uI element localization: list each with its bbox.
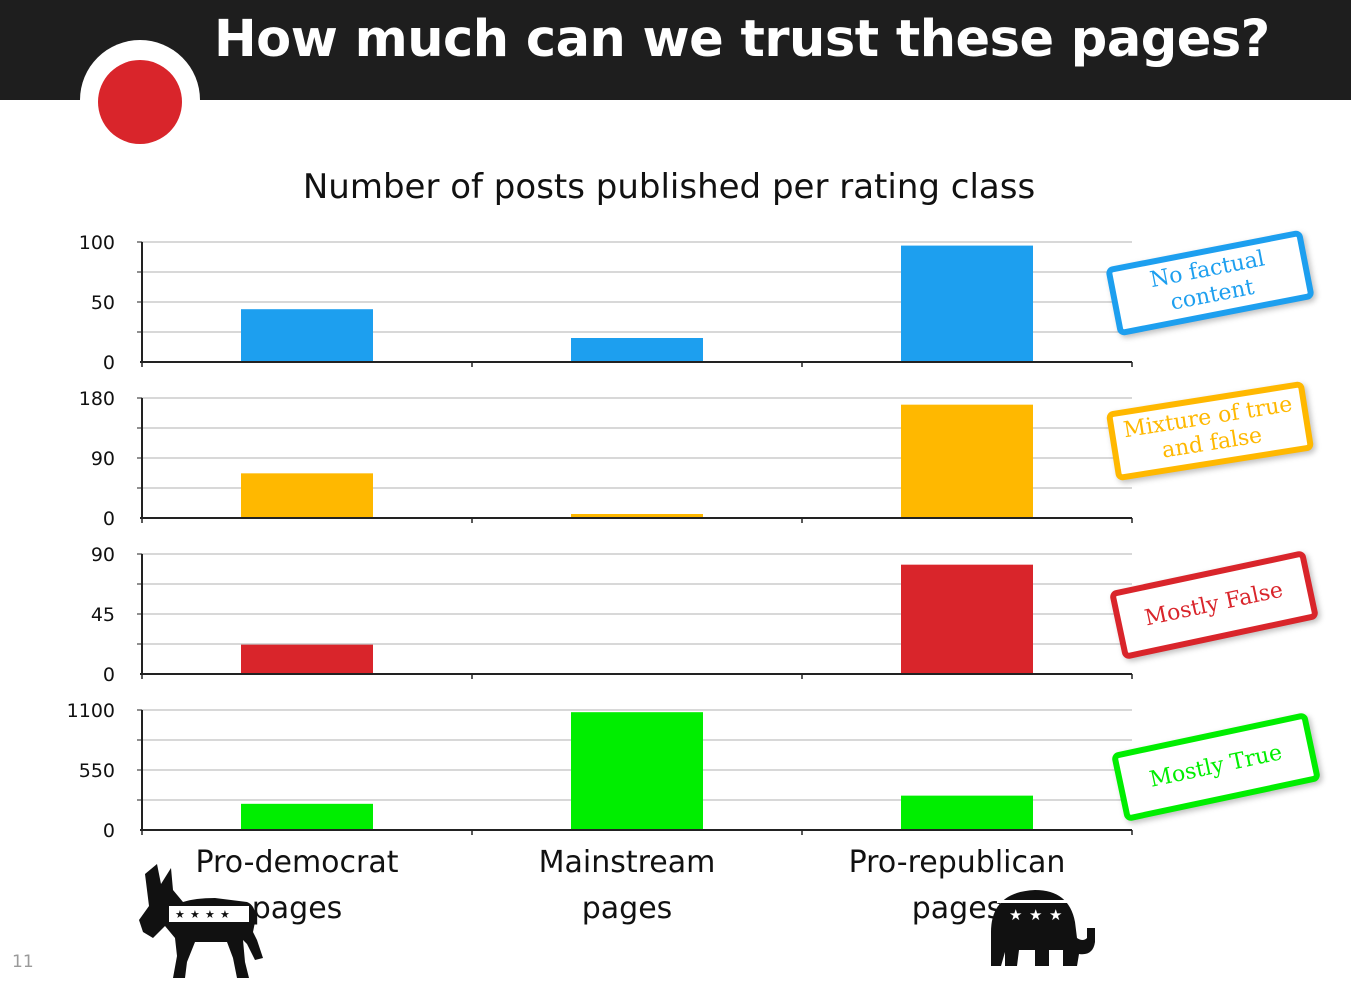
elephant-icon: ★ ★ ★ — [991, 890, 1095, 966]
y-tick-label: 0 — [103, 820, 115, 842]
series-stamp-label: Mostly True — [1147, 740, 1285, 793]
svg-text:★: ★ — [190, 908, 200, 921]
bar-3-1 — [571, 712, 703, 830]
svg-text:★: ★ — [1049, 906, 1062, 924]
bar-2-0 — [241, 644, 373, 674]
series-stamp-label: Mostly False — [1142, 577, 1286, 632]
y-tick-label: 0 — [103, 508, 115, 530]
svg-text:★: ★ — [1009, 906, 1022, 924]
y-tick-label: 180 — [79, 388, 115, 410]
y-tick-label: 90 — [91, 544, 115, 566]
slide-number: 11 — [12, 952, 34, 972]
svg-text:★: ★ — [1029, 906, 1042, 924]
header-bar — [0, 0, 1351, 100]
bar-0-1 — [571, 338, 703, 362]
logo-dot — [98, 60, 182, 144]
bar-2-2 — [901, 564, 1033, 674]
y-tick-label: 1100 — [67, 700, 115, 722]
chart-title: Number of posts published per rating cla… — [303, 167, 1035, 207]
category-label: Pro-republican pages — [849, 845, 1066, 926]
page-title: How much can we trust these pages? — [214, 10, 1270, 69]
category-label: Mainstream pages — [539, 845, 716, 926]
y-tick-label: 0 — [103, 664, 115, 686]
category-label: Pro-democrat pages — [195, 845, 398, 926]
y-tick-label: 90 — [91, 448, 115, 470]
svg-text:★: ★ — [205, 908, 215, 921]
bar-1-0 — [241, 473, 373, 518]
y-tick-label: 100 — [79, 232, 115, 254]
donkey-icon: ★ ★ ★ ★ — [139, 864, 263, 978]
y-tick-label: 0 — [103, 352, 115, 374]
bar-1-1 — [571, 514, 703, 518]
bar-0-2 — [901, 245, 1033, 362]
bar-3-0 — [241, 803, 373, 830]
svg-text:★: ★ — [220, 908, 230, 921]
y-tick-label: 50 — [91, 292, 115, 314]
bar-0-0 — [241, 309, 373, 362]
bar-3-2 — [901, 795, 1033, 830]
bar-1-2 — [901, 404, 1033, 518]
y-tick-label: 550 — [79, 760, 115, 782]
svg-text:★: ★ — [175, 908, 185, 921]
y-tick-label: 45 — [91, 604, 115, 626]
